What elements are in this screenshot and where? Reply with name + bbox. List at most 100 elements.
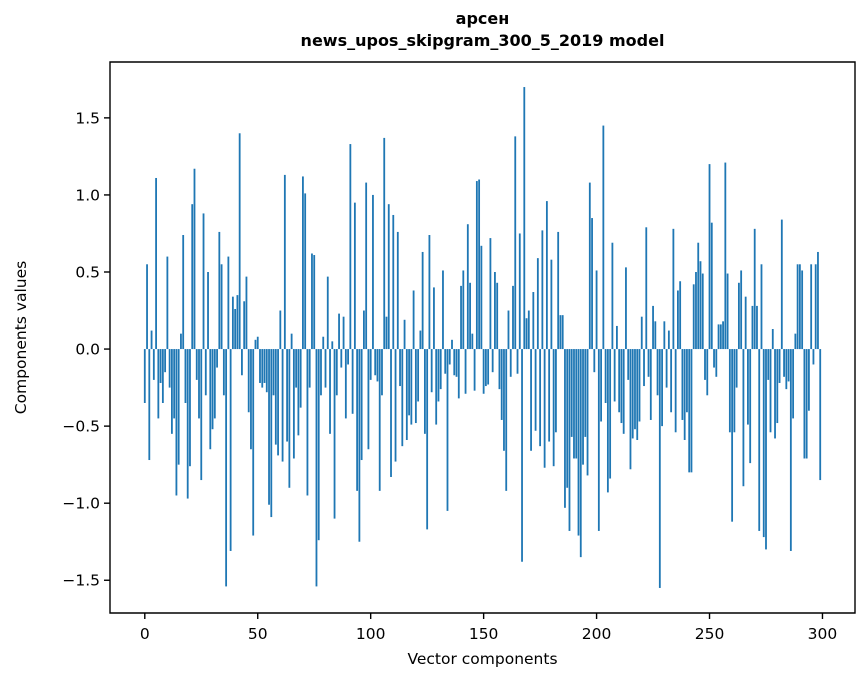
bar xyxy=(708,164,711,350)
bar xyxy=(410,349,413,425)
bar xyxy=(627,349,630,380)
bar xyxy=(805,349,808,459)
bar xyxy=(785,349,788,390)
bar xyxy=(419,330,422,350)
bar xyxy=(220,264,223,350)
bar xyxy=(186,349,189,499)
bar xyxy=(776,349,779,424)
bar xyxy=(378,349,381,491)
y-tick-label: 0.0 xyxy=(75,341,100,359)
bar xyxy=(521,349,523,562)
bar-series xyxy=(143,87,822,588)
bar xyxy=(559,315,562,350)
bar xyxy=(654,321,657,350)
bar xyxy=(570,349,573,437)
bar xyxy=(573,349,575,459)
bar xyxy=(670,349,673,413)
bar xyxy=(507,310,510,350)
bar xyxy=(679,281,682,350)
bar xyxy=(453,349,456,376)
bar xyxy=(268,349,270,505)
bar xyxy=(414,349,417,424)
bar xyxy=(613,349,616,402)
bar xyxy=(259,349,261,383)
bar xyxy=(216,349,218,368)
bar xyxy=(568,349,571,531)
bar xyxy=(448,349,451,365)
bar xyxy=(466,224,469,350)
bar xyxy=(534,349,537,431)
bar xyxy=(390,349,392,477)
bar xyxy=(360,349,363,461)
bar xyxy=(175,349,178,496)
bar xyxy=(593,349,596,373)
bar xyxy=(302,176,304,350)
bar xyxy=(338,313,340,350)
bar xyxy=(191,204,194,350)
bar xyxy=(326,276,329,350)
bar xyxy=(697,242,700,350)
bar xyxy=(724,162,727,350)
bar xyxy=(455,349,458,377)
bar xyxy=(281,349,284,462)
bar xyxy=(591,218,593,350)
bar xyxy=(719,324,722,350)
bar xyxy=(295,349,298,388)
y-tick-label: −1.5 xyxy=(62,572,100,590)
bar xyxy=(308,349,311,388)
bar xyxy=(365,182,368,350)
bar xyxy=(536,258,539,350)
bar xyxy=(512,285,514,350)
bar xyxy=(527,310,530,350)
bar xyxy=(663,321,666,350)
bar xyxy=(320,349,322,396)
bar xyxy=(602,125,605,350)
bar xyxy=(353,202,356,350)
bar xyxy=(819,349,822,481)
bar xyxy=(383,137,386,350)
bar xyxy=(780,219,783,350)
bar xyxy=(774,349,776,439)
bar xyxy=(439,349,442,390)
bar xyxy=(584,349,587,437)
bar xyxy=(482,349,485,394)
bar xyxy=(564,349,566,508)
bar xyxy=(758,349,761,531)
bar xyxy=(462,270,465,350)
bar xyxy=(430,349,433,393)
bar xyxy=(234,308,237,350)
bar xyxy=(164,349,167,373)
bar xyxy=(394,349,397,462)
bar xyxy=(713,349,715,368)
bar xyxy=(722,321,724,350)
bar xyxy=(760,264,763,350)
bar xyxy=(148,349,151,461)
bar xyxy=(299,349,302,408)
bar xyxy=(808,349,810,411)
bar xyxy=(347,349,349,365)
bar xyxy=(173,349,176,419)
bar xyxy=(516,349,519,374)
bar xyxy=(392,214,395,350)
bar xyxy=(728,349,731,433)
bar xyxy=(706,349,709,396)
bar xyxy=(279,310,282,350)
bar xyxy=(789,349,792,551)
bar xyxy=(503,349,505,451)
bar xyxy=(731,349,734,522)
bar xyxy=(315,349,318,587)
bar xyxy=(787,349,790,382)
bar xyxy=(798,264,801,350)
bar xyxy=(464,349,467,394)
bar xyxy=(306,349,309,496)
bar xyxy=(478,179,481,350)
bar xyxy=(417,349,420,402)
bar xyxy=(435,349,438,425)
bar xyxy=(658,349,661,588)
bar xyxy=(548,349,551,442)
bar xyxy=(643,349,645,387)
bar xyxy=(180,333,182,350)
bar xyxy=(222,349,225,396)
bar xyxy=(783,349,785,377)
bar xyxy=(604,349,607,403)
